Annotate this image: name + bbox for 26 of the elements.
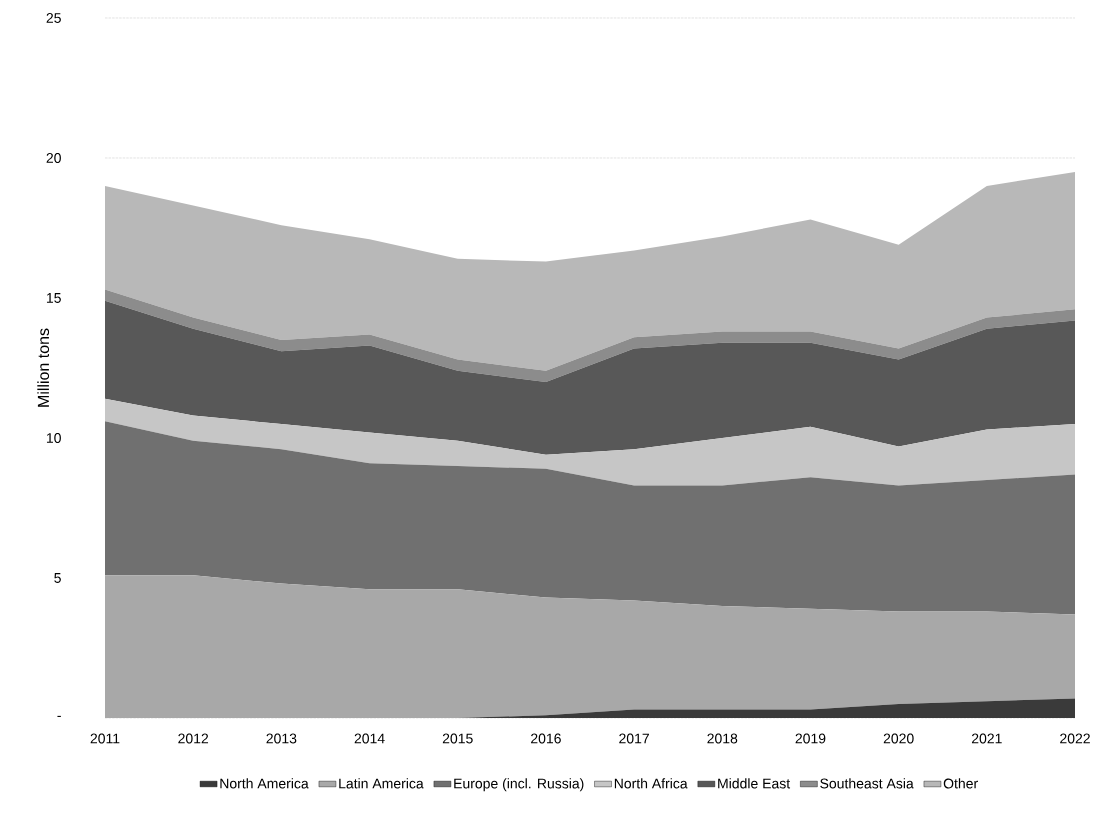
- legend-label: Other: [943, 778, 978, 789]
- y-tick-label: 10: [46, 433, 61, 443]
- y-tick-label: -: [57, 715, 61, 717]
- legend-label: North America: [220, 778, 309, 789]
- x-tick-label: 2015: [442, 733, 473, 744]
- y-tick-label: 15: [46, 293, 61, 303]
- x-tick-label: 2020: [883, 733, 914, 744]
- x-tick-label: 2014: [354, 733, 385, 744]
- x-tick-label: 2011: [90, 733, 120, 744]
- legend-label: Middle East: [718, 778, 791, 789]
- x-tick-label: 2022: [1060, 733, 1090, 744]
- legend-label: North Africa: [614, 778, 688, 789]
- legend-label: Latin America: [339, 778, 424, 789]
- y-tick-label: 25: [46, 13, 61, 23]
- legend-label: Southeast Asia: [820, 778, 914, 789]
- x-tick-label: 2019: [795, 733, 826, 744]
- legend-label: Europe (incl. Russia): [454, 778, 584, 792]
- x-tick-label: 2021: [971, 733, 1002, 744]
- y-tick-label: 20: [46, 153, 61, 163]
- y-axis-title: Million tons: [37, 328, 50, 407]
- x-tick-label: 2013: [266, 733, 297, 744]
- x-tick-label: 2012: [178, 733, 209, 744]
- x-tick-label: 2017: [619, 733, 649, 744]
- y-tick-label: 5: [54, 573, 61, 583]
- x-tick-label: 2018: [707, 733, 738, 744]
- x-tick-label: 2016: [531, 733, 561, 744]
